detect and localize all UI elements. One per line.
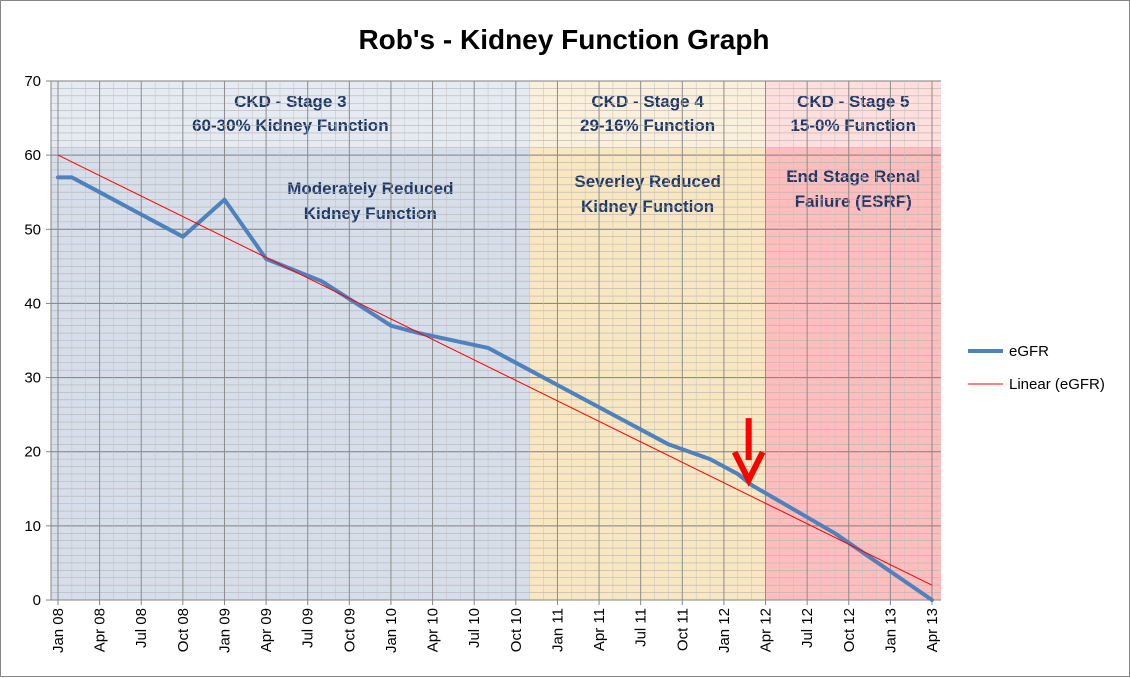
x-tick-label: Jan 09 [216, 608, 233, 653]
band-stage-label: CKD - Stage 4 [591, 92, 704, 111]
y-tick-label: 10 [24, 518, 41, 535]
x-tick-label: Oct 09 [341, 608, 358, 652]
band-header-1 [51, 81, 530, 148]
band-header-3 [766, 81, 941, 148]
y-tick-label: 50 [24, 221, 41, 238]
x-tick-label: Jan 08 [50, 608, 67, 653]
band-description-line1: Moderately Reduced [287, 179, 453, 198]
x-tick-label: Oct 12 [841, 608, 858, 652]
band-stage-label: CKD - Stage 3 [234, 92, 346, 111]
x-tick-label: Jul 09 [300, 608, 317, 648]
band-header-2 [530, 81, 766, 148]
legend-label: Linear (eGFR) [1009, 376, 1105, 393]
y-tick-label: 60 [24, 147, 41, 164]
x-tick-label: Jan 12 [716, 608, 733, 653]
band-description-line1: Severley Reduced [574, 172, 720, 191]
band-body-3 [766, 148, 941, 600]
x-tick-label: Jul 10 [466, 608, 483, 648]
legend-label: eGFR [1009, 343, 1049, 360]
y-tick-label: 0 [33, 592, 41, 609]
x-tick-label: Apr 11 [591, 608, 608, 651]
x-tick-label: Oct 11 [674, 608, 691, 651]
x-tick-label: Apr 12 [758, 608, 775, 652]
x-tick-label: Apr 13 [924, 608, 941, 652]
x-tick-label: Jul 12 [799, 608, 816, 648]
x-tick-label: Apr 08 [92, 608, 109, 652]
chart-title: Rob's - Kidney Function Graph [358, 24, 769, 55]
y-tick-label: 20 [24, 444, 41, 461]
band-stage-label: CKD - Stage 5 [797, 92, 909, 111]
x-tick-label: Jan 13 [882, 608, 899, 653]
x-tick-label: Jul 08 [133, 608, 150, 648]
x-tick-label: Apr 10 [425, 608, 442, 652]
legend: eGFR Linear (eGFR) [968, 343, 1105, 393]
y-tick-label: 30 [24, 370, 41, 387]
x-tick-label: Jan 10 [383, 608, 400, 653]
y-tick-label: 40 [24, 295, 41, 312]
x-tick-label: Jan 11 [549, 608, 566, 652]
x-tick-label: Jul 11 [633, 608, 650, 647]
band-body-1 [51, 148, 530, 600]
y-tick-label: 70 [24, 73, 41, 90]
x-tick-label: Oct 10 [508, 608, 525, 652]
band-description-line2: Failure (ESRF) [795, 192, 912, 211]
x-tick-label: Oct 08 [175, 608, 192, 652]
x-tick-label: Apr 09 [258, 608, 275, 652]
